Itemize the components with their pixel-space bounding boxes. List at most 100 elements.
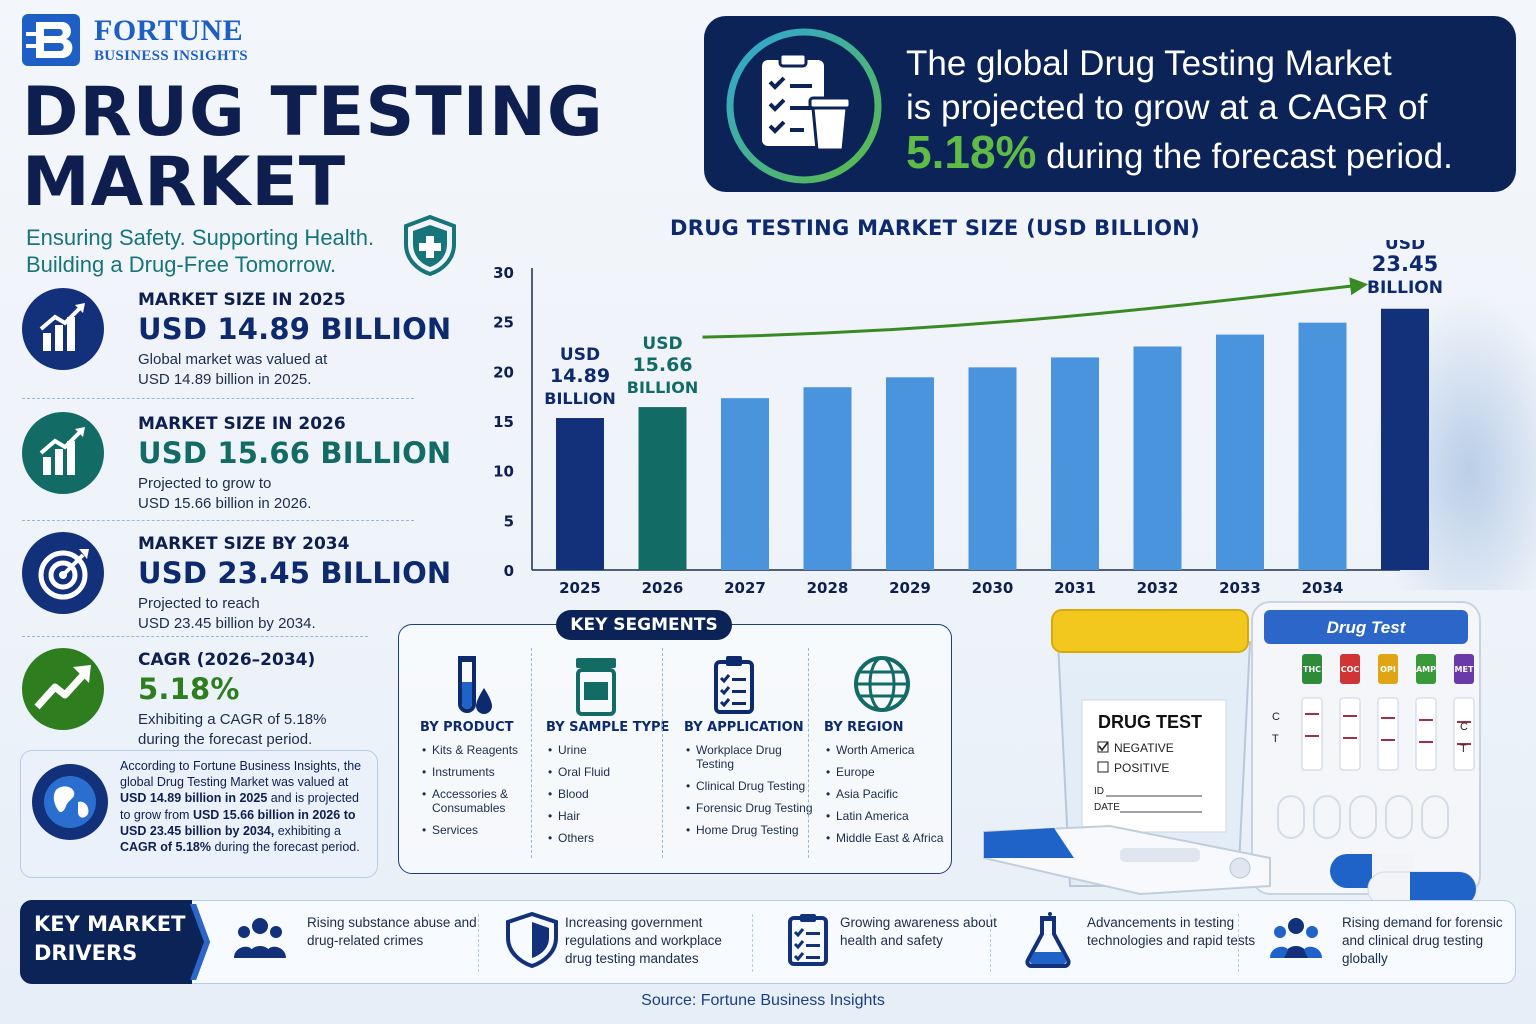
segment-item: Asia Pacific — [824, 787, 943, 801]
bar — [1298, 322, 1347, 570]
strip-window — [1301, 697, 1323, 771]
shield-cross-icon — [404, 214, 456, 276]
card-c-label: C — [1272, 711, 1280, 723]
x-tick-label: 2034 — [1302, 579, 1344, 597]
bar — [721, 398, 769, 570]
segment-item: Middle East & Africa — [824, 831, 943, 845]
card-c-label-right: C — [1460, 721, 1468, 733]
drivers-label-line-1: KEY MARKET — [34, 912, 186, 936]
driver-text: Advancements in testing technologies and… — [1087, 915, 1256, 948]
segment-item: Others — [546, 831, 669, 845]
segment-list: Kits & Reagents Instruments Accessories & … — [420, 743, 520, 837]
strip-window — [1453, 697, 1475, 771]
flask-icon — [1020, 912, 1078, 970]
chevron-right-icon — [176, 904, 210, 980]
banner-text: The global Drug Testing Market is projec… — [906, 42, 1506, 179]
driver-divider — [752, 914, 753, 972]
card-t-label: T — [1272, 733, 1279, 745]
clipboard-cup-icon — [726, 28, 882, 184]
trend-up-icon — [22, 648, 104, 730]
x-tick-label: 2028 — [807, 579, 849, 597]
bar — [1051, 357, 1099, 570]
key-segments-header: KEY SEGMENTS — [556, 610, 732, 640]
card-t-label-right: T — [1460, 743, 1467, 755]
bar-data-label: BILLION — [1367, 278, 1443, 298]
x-tick-label: 2025 — [559, 579, 601, 597]
chart-title: DRUG TESTING MARKET SIZE (USD BILLION) — [670, 216, 1200, 240]
y-tick-label: 20 — [493, 363, 514, 381]
driver-text: Rising demand for forensic and clinical … — [1342, 915, 1503, 966]
x-tick-label: 2031 — [1054, 579, 1096, 597]
metric-description: USD 14.89 billion in 2025. — [138, 371, 312, 388]
segment-item: Oral Fluid — [546, 765, 669, 779]
summary-part: According to Fortune Business Insights, … — [120, 759, 362, 790]
strip-tab — [1454, 654, 1474, 684]
y-tick-label: 5 — [504, 512, 514, 530]
segment-item: Forensic Drug Testing — [684, 801, 814, 815]
summary-bold: USD 15.66 billion in 2026 to USD 23.45 b… — [120, 807, 356, 838]
tagline-line-2: Building a Drug-Free Tomorrow. — [26, 252, 337, 277]
x-tick-label: 2029 — [889, 579, 931, 597]
metric-description: Projected to grow to — [138, 475, 272, 492]
segment-divider — [662, 648, 663, 858]
x-tick-label: 2030 — [972, 579, 1014, 597]
driver-text: Rising substance abuse and drug-related … — [307, 915, 477, 948]
title-line-1: DRUG TESTING — [22, 73, 604, 152]
segment-title: BY APPLICATION — [684, 720, 804, 735]
segment-list: Worth America Europe Asia Pacific Latin Ame… — [824, 743, 943, 845]
segment-item: Kits & Reagents — [420, 743, 520, 757]
y-tick-label: 25 — [493, 314, 514, 332]
metric-description: Projected to reach — [138, 595, 260, 612]
key-drivers-label: KEY MARKET DRIVERS — [34, 910, 185, 968]
fortune-logo-icon — [22, 14, 80, 66]
banner-line-3: 5.18% during the forecast period. — [906, 129, 1506, 179]
bar — [638, 407, 687, 570]
target-icon — [22, 532, 104, 614]
test-tube-icon — [438, 652, 502, 716]
bar-data-label: USD — [560, 345, 600, 365]
segment-item: Clinical Drug Testing — [684, 779, 814, 793]
x-tick-label: 2033 — [1219, 579, 1261, 597]
bar-data-label: BILLION — [544, 389, 615, 408]
summary-part: during the forecast period. — [211, 840, 360, 855]
drug-test-card: Drug Test THC COC OPI AMP MET C T C T — [1251, 601, 1481, 895]
strip-label: MET — [1455, 665, 1474, 674]
banner-cagr-value: 5.18% — [906, 126, 1037, 178]
y-tick-label: 0 — [504, 562, 514, 580]
summary-bold: CAGR of 5.18% — [120, 840, 211, 855]
strip-label: THC — [1303, 665, 1321, 674]
cup-date-label: DATE — [1094, 802, 1120, 813]
bar-data-label: BILLION — [627, 378, 698, 397]
metric-description: Exhibiting a CAGR of 5.18% — [138, 711, 327, 728]
page-title: DRUG TESTING MARKET — [22, 78, 604, 218]
metric-description: during the forecast period. — [138, 731, 313, 748]
key-drivers-tab — [20, 900, 192, 984]
bar — [556, 418, 604, 570]
summary-text: According to Fortune Business Insights, … — [120, 758, 370, 855]
segment-column: BY PRODUCT Kits & Reagents Instruments Acce… — [420, 652, 520, 845]
drug-test-products-illustration: Drug Test THC COC OPI AMP MET C T C T DRUG T… — [983, 601, 1481, 907]
driver-divider — [478, 914, 479, 972]
metric-value: 5.18% — [138, 672, 240, 706]
brand-subname: BUSINESS INSIGHTS — [94, 48, 248, 64]
x-tick-label: 2026 — [642, 579, 684, 597]
strip-label: OPI — [1380, 665, 1396, 674]
divider — [22, 636, 368, 637]
cup-id-label: ID — [1094, 786, 1104, 797]
test-strip — [983, 824, 1271, 896]
strip-window — [1415, 697, 1437, 771]
metric-value: USD 15.66 BILLION — [138, 436, 452, 470]
segment-item: Instruments — [420, 765, 520, 779]
cup-label: DRUG TEST — [1098, 712, 1202, 732]
drivers-label-line-2: DRIVERS — [34, 941, 138, 965]
urine-cup: DRUG TEST NEGATIVE POSITIVE ID DATE — [1051, 609, 1252, 887]
summary-box — [20, 750, 378, 878]
segment-item: Blood — [546, 787, 669, 801]
bar — [1133, 346, 1182, 570]
banner-line-2: is projected to grow at a CAGR of — [906, 88, 1428, 127]
segment-title: BY PRODUCT — [420, 720, 514, 735]
divider — [22, 398, 414, 399]
brand-name: FORTUNE — [94, 14, 244, 47]
summary-bold: USD 14.89 billion in 2025 — [120, 791, 268, 806]
